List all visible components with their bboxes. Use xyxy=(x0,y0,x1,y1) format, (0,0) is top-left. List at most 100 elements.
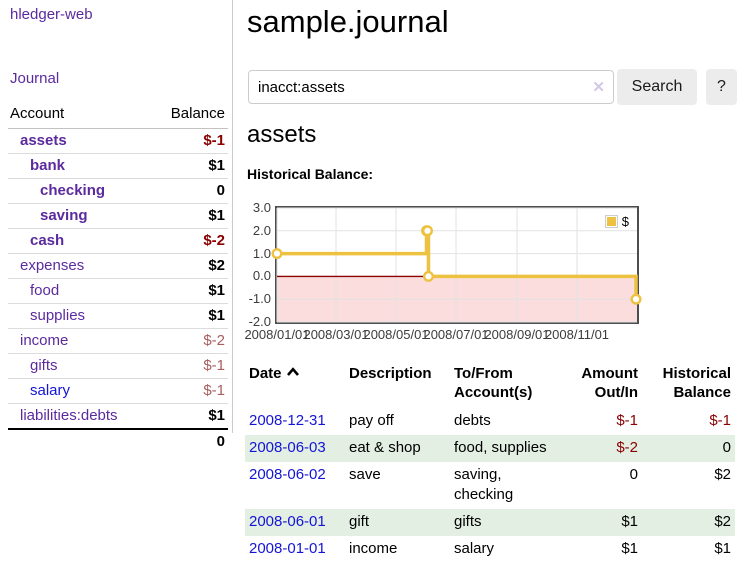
balance-column-header: Historical Balance xyxy=(662,365,731,401)
account-balance: $-1 xyxy=(150,128,228,154)
account-row: bank $1 xyxy=(8,153,228,179)
account-row: salary $-1 xyxy=(8,378,228,404)
transaction-balance: $2 xyxy=(714,513,731,530)
x-axis-tick-label: 2008/03/01 xyxy=(303,327,369,342)
account-column-header: Account xyxy=(8,102,151,129)
account-balance: $1 xyxy=(150,203,228,229)
transaction-date-link[interactable]: 2008-12-31 xyxy=(249,412,326,429)
account-balance: $1 xyxy=(150,303,228,329)
app-title-link[interactable]: hledger-web xyxy=(10,6,93,23)
transaction-accounts: debts xyxy=(454,412,491,429)
search-input[interactable] xyxy=(248,70,614,104)
account-link[interactable]: saving xyxy=(40,207,88,224)
account-row: checking 0 xyxy=(8,178,228,204)
transaction-description: pay off xyxy=(349,412,394,429)
account-link[interactable]: liabilities:debts xyxy=(20,407,118,424)
y-axis-tick-label: 2.0 xyxy=(252,222,271,238)
account-link[interactable]: salary xyxy=(30,382,71,399)
account-balance: $-2 xyxy=(150,228,228,254)
date-column-header[interactable]: Date xyxy=(245,362,345,408)
account-row: saving $1 xyxy=(8,203,228,229)
y-axis-tick-label: -1.0 xyxy=(248,291,271,307)
account-balance: $-2 xyxy=(150,328,228,354)
sidebar: hledger-web Journal Account Balance asse… xyxy=(0,0,233,454)
transaction-date-link[interactable]: 2008-06-01 xyxy=(249,513,326,530)
account-row: food $1 xyxy=(8,278,228,304)
legend-swatch-icon xyxy=(604,215,618,228)
transaction-accounts: saving, checking xyxy=(454,466,514,503)
transaction-description: save xyxy=(349,466,381,483)
transaction-balance: $1 xyxy=(714,540,731,557)
account-link[interactable]: food xyxy=(30,282,60,299)
accounts-total-balance: 0 xyxy=(150,428,228,454)
transaction-date-link[interactable]: 2008-01-01 xyxy=(249,540,326,557)
x-axis-tick-label: 2008/05/01 xyxy=(363,327,429,342)
transaction-balance: 0 xyxy=(722,439,731,456)
account-link[interactable]: expenses xyxy=(20,257,85,274)
historical-balance-chart: $ xyxy=(271,206,642,324)
account-link[interactable]: assets xyxy=(20,132,67,149)
transaction-row: 2008-06-01 gift gifts $1 $2 xyxy=(245,509,735,536)
chart-title: Historical Balance: xyxy=(247,166,374,182)
account-link[interactable]: supplies xyxy=(30,307,86,324)
transaction-amount: $-1 xyxy=(616,412,638,429)
account-row: assets $-1 xyxy=(8,128,228,154)
chart-legend: $ xyxy=(602,213,631,230)
balance-column-header: Balance xyxy=(150,102,228,129)
y-axis-tick-label: 1.0 xyxy=(252,245,271,261)
account-row: liabilities:debts $1 xyxy=(8,403,228,430)
account-section-title: assets xyxy=(247,121,317,148)
transaction-description: income xyxy=(349,540,398,557)
chevron-up-icon xyxy=(286,367,299,376)
account-balance: $2 xyxy=(150,253,228,279)
amount-column-header: Amount Out/In xyxy=(581,365,638,401)
chart-plot-area xyxy=(271,207,642,323)
account-balance: $1 xyxy=(150,153,228,179)
account-link[interactable]: cash xyxy=(30,232,65,249)
account-balance: $-1 xyxy=(150,353,228,379)
transaction-date-link[interactable]: 2008-06-03 xyxy=(249,439,326,456)
search-button[interactable]: Search xyxy=(617,69,697,105)
x-axis-tick-label: 2008/11/01 xyxy=(544,327,610,342)
transaction-row: 2008-06-03 eat & shop food, supplies $-2… xyxy=(245,435,735,462)
x-axis-tick-label: 2008/01/01 xyxy=(244,327,310,342)
account-row: supplies $1 xyxy=(8,303,228,329)
transaction-description: eat & shop xyxy=(349,439,421,456)
account-link[interactable]: income xyxy=(20,332,69,349)
transaction-row: 2008-01-01 income salary $1 $1 xyxy=(245,536,735,563)
clear-search-icon[interactable]: ✕ xyxy=(592,79,605,96)
account-link[interactable]: checking xyxy=(40,182,106,199)
description-column-header: Description xyxy=(349,365,432,382)
transaction-balance: $2 xyxy=(714,466,731,483)
transaction-amount: $-2 xyxy=(616,439,638,456)
account-balance: $1 xyxy=(150,403,228,430)
search-bar: ✕ xyxy=(248,70,614,104)
account-link[interactable]: bank xyxy=(30,157,66,174)
account-balance: 0 xyxy=(150,178,228,204)
accounts-column-header: To/From Account(s) xyxy=(454,365,533,401)
y-axis-tick-label: 3.0 xyxy=(252,200,271,215)
transaction-date-link[interactable]: 2008-06-02 xyxy=(249,466,326,483)
accounts-total-row: 0 xyxy=(8,428,228,454)
account-row: expenses $2 xyxy=(8,253,228,279)
page-title: sample.journal xyxy=(247,4,449,39)
accounts-table-header-row: Account Balance xyxy=(8,102,228,129)
transaction-row: 2008-12-31 pay off debts $-1 $-1 xyxy=(245,408,735,435)
transaction-accounts: food, supplies xyxy=(454,439,547,456)
legend-label: $ xyxy=(621,214,629,229)
account-balance: $1 xyxy=(150,278,228,304)
account-balance: $-1 xyxy=(150,378,228,404)
transaction-accounts: gifts xyxy=(454,513,482,530)
y-axis-tick-label: 0.0 xyxy=(252,268,271,284)
y-axis-tick-label: -2.0 xyxy=(248,314,271,329)
help-button[interactable]: ? xyxy=(706,69,737,105)
account-row: gifts $-1 xyxy=(8,353,228,379)
transaction-description: gift xyxy=(349,513,370,530)
account-link[interactable]: gifts xyxy=(30,357,58,374)
account-row: income $-2 xyxy=(8,328,228,354)
transaction-row: 2008-06-02 save saving, checking 0 $2 xyxy=(245,462,735,509)
transaction-amount: $1 xyxy=(621,540,638,557)
x-axis-tick-label: 2008/07/01 xyxy=(423,327,489,342)
sidebar-item-journal[interactable]: Journal xyxy=(10,70,60,87)
